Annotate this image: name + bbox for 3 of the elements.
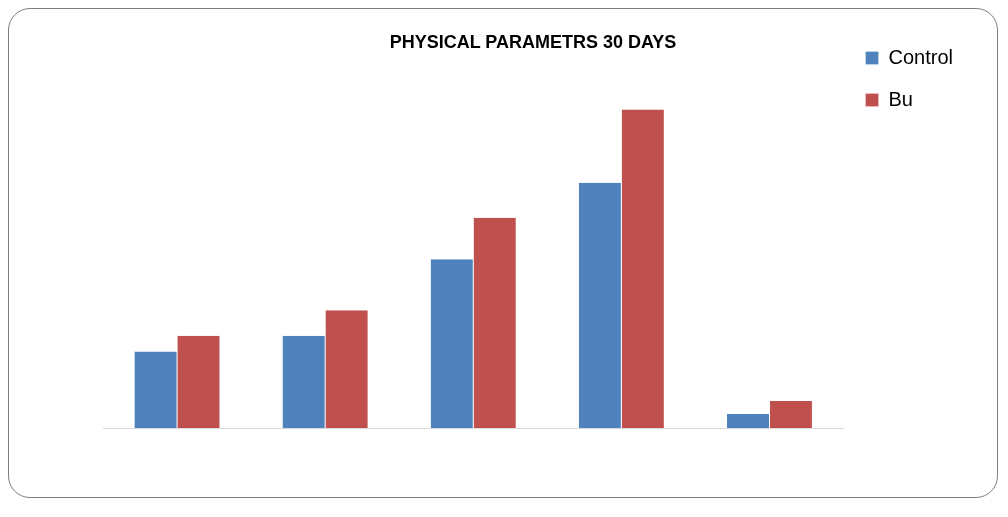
legend-label: Bu (888, 87, 913, 110)
legend-label: Control (888, 45, 954, 68)
chart-title: PHYSICAL PARAMETRS 30 DAYS (389, 31, 677, 52)
